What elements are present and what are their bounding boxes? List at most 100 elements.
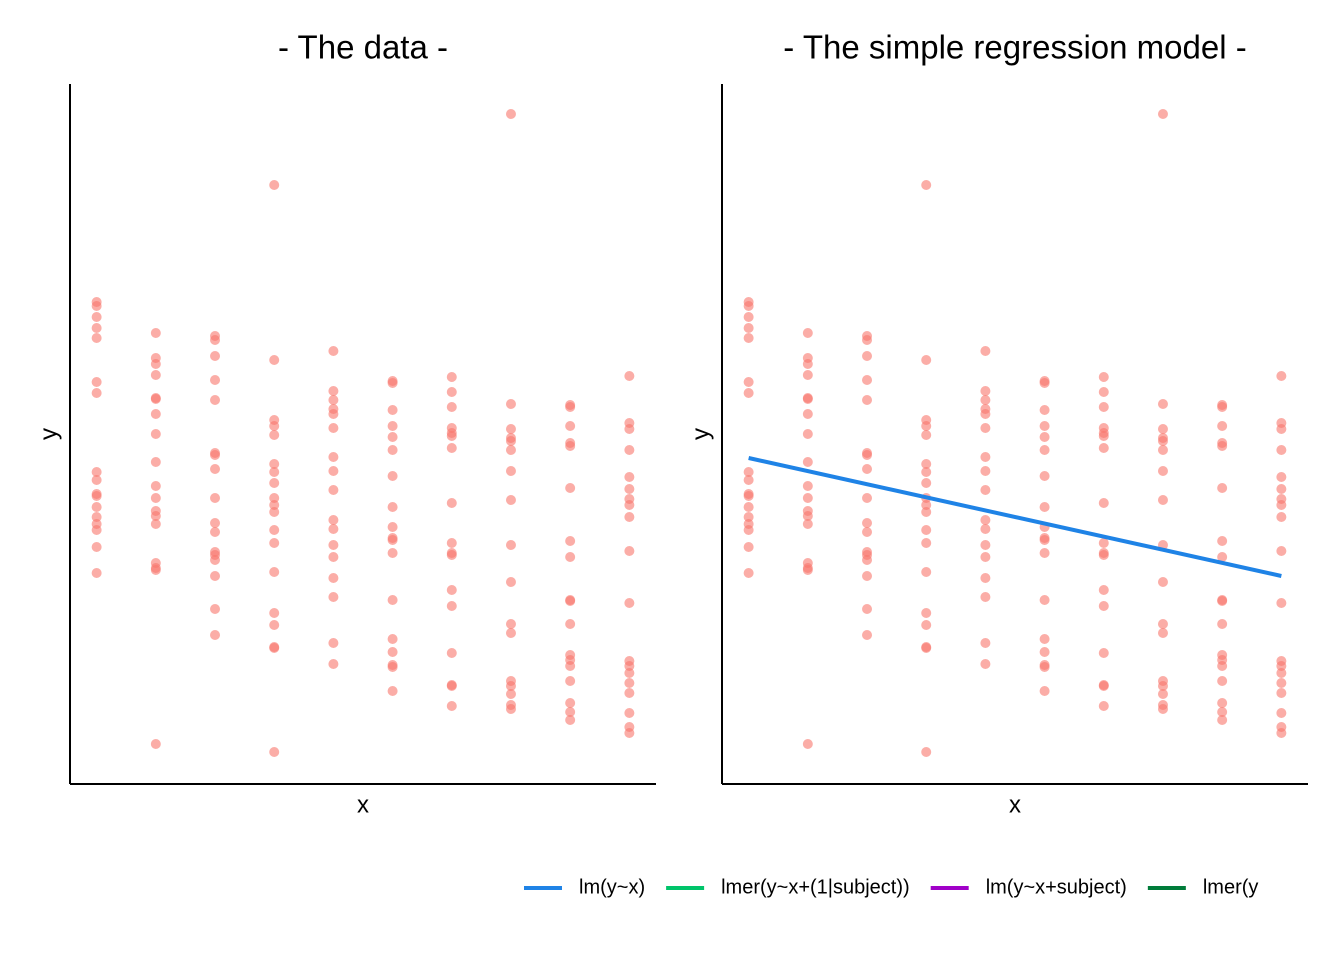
point — [802, 481, 813, 491]
point — [269, 421, 280, 431]
point — [387, 686, 398, 696]
point — [1039, 421, 1050, 431]
point — [91, 388, 102, 398]
point — [921, 421, 932, 431]
point — [743, 568, 754, 578]
point — [150, 394, 161, 404]
point — [980, 552, 991, 562]
point — [446, 372, 457, 382]
point — [150, 370, 161, 380]
point — [387, 432, 398, 442]
point — [91, 312, 102, 322]
point — [980, 386, 991, 396]
point — [1276, 598, 1287, 608]
point — [505, 495, 516, 505]
point — [1039, 471, 1050, 481]
point — [446, 538, 457, 548]
point — [1157, 619, 1168, 629]
point — [1217, 536, 1228, 546]
point — [269, 493, 280, 503]
point — [743, 388, 754, 398]
point — [921, 525, 932, 535]
point — [921, 608, 932, 618]
point — [862, 493, 873, 503]
point — [446, 498, 457, 508]
point — [91, 323, 102, 333]
point — [921, 567, 932, 577]
point — [328, 524, 339, 534]
point — [862, 395, 873, 405]
point — [505, 577, 516, 587]
point — [1157, 704, 1168, 714]
point — [269, 478, 280, 488]
point — [1276, 512, 1287, 522]
point — [269, 608, 280, 618]
point — [802, 429, 813, 439]
point — [862, 351, 873, 361]
point — [328, 638, 339, 648]
point — [921, 478, 932, 488]
point — [150, 739, 161, 749]
point — [91, 377, 102, 387]
point — [269, 747, 280, 757]
point — [624, 728, 635, 738]
point — [210, 604, 221, 614]
point — [980, 573, 991, 583]
point — [921, 507, 932, 517]
point — [91, 502, 102, 512]
point — [269, 643, 280, 653]
point — [1157, 109, 1168, 119]
point — [1157, 399, 1168, 409]
regression-line — [748, 456, 1282, 578]
point — [210, 395, 221, 405]
point — [505, 689, 516, 699]
point — [269, 507, 280, 517]
point — [150, 511, 161, 521]
point — [387, 522, 398, 532]
point — [387, 421, 398, 431]
point — [150, 493, 161, 503]
point — [269, 180, 280, 190]
point — [1039, 647, 1050, 657]
point — [328, 485, 339, 495]
point — [1039, 535, 1050, 545]
point — [1276, 500, 1287, 510]
point — [624, 472, 635, 482]
point — [921, 500, 932, 510]
point — [1157, 466, 1168, 476]
point — [1276, 546, 1287, 556]
point — [505, 109, 516, 119]
point — [210, 375, 221, 385]
point — [91, 542, 102, 552]
point — [743, 525, 754, 535]
point — [1276, 708, 1287, 718]
point — [802, 370, 813, 380]
point — [565, 596, 576, 606]
point — [1098, 538, 1109, 548]
point — [328, 423, 339, 433]
point — [387, 502, 398, 512]
point — [980, 395, 991, 405]
point — [505, 399, 516, 409]
point — [1098, 701, 1109, 711]
x-axis-label: x — [1009, 791, 1021, 818]
point — [1039, 686, 1050, 696]
point — [1098, 498, 1109, 508]
point — [802, 409, 813, 419]
point — [269, 430, 280, 440]
point — [1039, 502, 1050, 512]
point — [624, 668, 635, 678]
point — [802, 511, 813, 521]
point — [210, 493, 221, 503]
point — [210, 571, 221, 581]
point — [743, 377, 754, 387]
point — [980, 638, 991, 648]
point — [505, 466, 516, 476]
point — [505, 681, 516, 691]
point — [1098, 387, 1109, 397]
point — [743, 323, 754, 333]
point — [210, 450, 221, 460]
point — [862, 571, 873, 581]
point — [505, 424, 516, 434]
